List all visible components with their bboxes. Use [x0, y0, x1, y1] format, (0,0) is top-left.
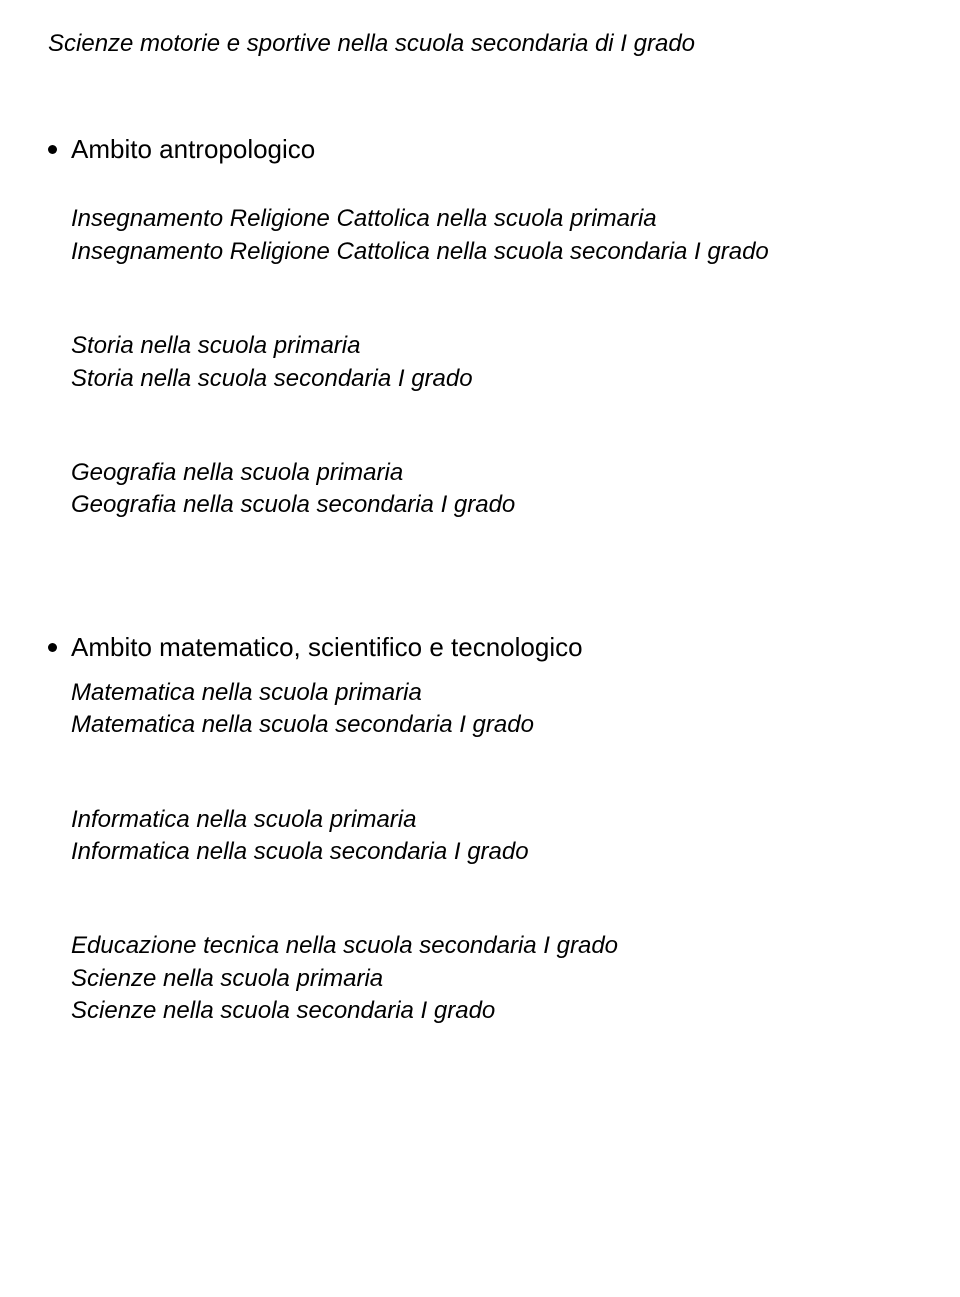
spacer	[48, 868, 912, 930]
subject-line: Geografia nella scuola secondaria I grad…	[71, 489, 912, 521]
subject-line: Matematica nella scuola secondaria I gra…	[71, 709, 912, 741]
subject-group: Matematica nella scuola primaria Matemat…	[71, 677, 912, 742]
spacer	[48, 167, 912, 203]
spacer	[48, 742, 912, 804]
subject-group: Informatica nella scuola primaria Inform…	[71, 804, 912, 869]
page-root: Scienze motorie e sportive nella scuola …	[0, 0, 960, 1297]
subject-line: Scienze nella scuola secondaria I grado	[71, 995, 912, 1027]
subject-line: Matematica nella scuola primaria	[71, 677, 912, 709]
subject-line: Storia nella scuola primaria	[71, 330, 912, 362]
section-heading-row: Ambito antropologico	[48, 132, 912, 167]
top-subject-line: Scienze motorie e sportive nella scuola …	[48, 28, 912, 60]
subject-group: Educazione tecnica nella scuola secondar…	[71, 930, 912, 1027]
spacer	[48, 60, 912, 132]
subject-line: Educazione tecnica nella scuola secondar…	[71, 930, 912, 962]
section-heading: Ambito matematico, scientifico e tecnolo…	[71, 630, 583, 665]
subject-line: Informatica nella scuola secondaria I gr…	[71, 836, 912, 868]
subject-group: Insegnamento Religione Cattolica nella s…	[71, 203, 912, 268]
subject-line: Storia nella scuola secondaria I grado	[71, 363, 912, 395]
subject-line: Insegnamento Religione Cattolica nella s…	[71, 203, 912, 235]
bullet-icon	[48, 145, 57, 154]
spacer	[48, 522, 912, 594]
section-heading-row: Ambito matematico, scientifico e tecnolo…	[48, 630, 912, 665]
subject-line: Insegnamento Religione Cattolica nella s…	[71, 236, 912, 268]
subject-group: Geografia nella scuola primaria Geografi…	[71, 457, 912, 522]
spacer	[48, 594, 912, 630]
subject-line: Informatica nella scuola primaria	[71, 804, 912, 836]
section-heading: Ambito antropologico	[71, 132, 315, 167]
subject-group: Storia nella scuola primaria Storia nell…	[71, 330, 912, 395]
subject-line: Scienze nella scuola primaria	[71, 963, 912, 995]
subject-line: Geografia nella scuola primaria	[71, 457, 912, 489]
spacer	[48, 268, 912, 330]
spacer	[48, 665, 912, 677]
bullet-icon	[48, 643, 57, 652]
spacer	[48, 395, 912, 457]
